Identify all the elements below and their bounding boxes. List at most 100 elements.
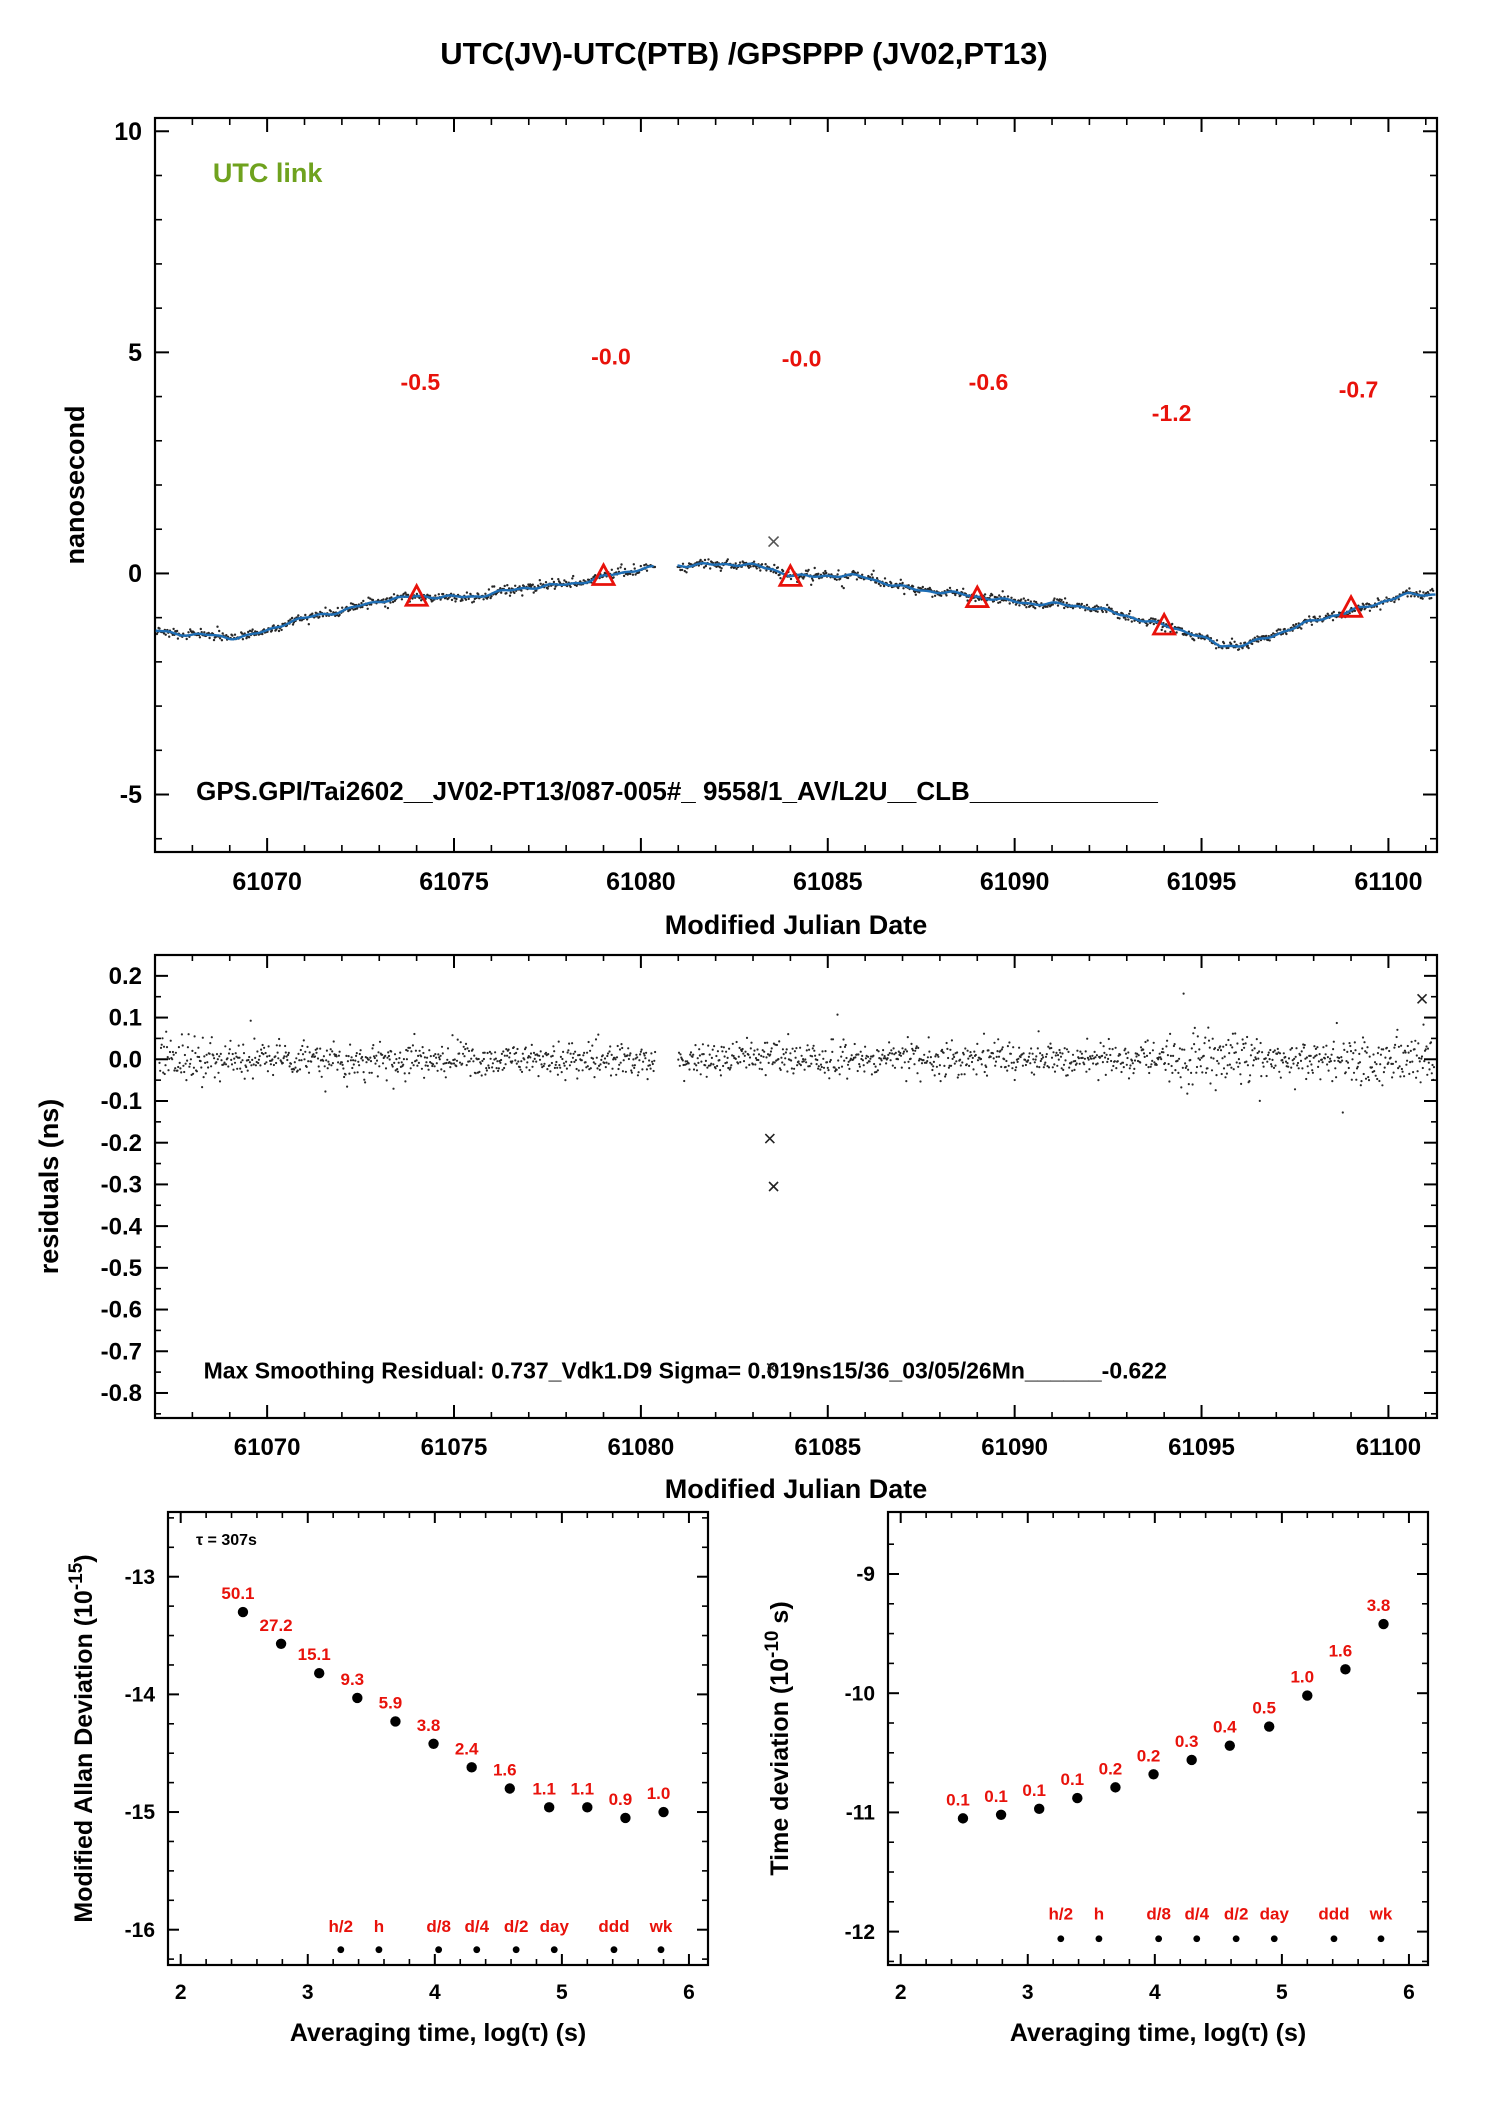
svg-text:4: 4 — [429, 1981, 441, 2004]
svg-text:0.1: 0.1 — [946, 1790, 970, 1809]
svg-text:1.1: 1.1 — [570, 1779, 594, 1798]
svg-text:-0.2: -0.2 — [101, 1130, 142, 1157]
svg-text:1.6: 1.6 — [1329, 1641, 1353, 1660]
svg-text:-0.4: -0.4 — [101, 1213, 143, 1240]
svg-text:-0.5: -0.5 — [401, 369, 441, 395]
svg-text:0: 0 — [128, 560, 142, 588]
svg-text:ddd: ddd — [1318, 1905, 1349, 1924]
svg-text:-0.7: -0.7 — [1339, 376, 1379, 402]
svg-text:-0.8: -0.8 — [101, 1380, 142, 1407]
svg-text:UTC link: UTC link — [213, 158, 323, 188]
svg-text:day: day — [1260, 1905, 1290, 1924]
svg-text:-0.6: -0.6 — [101, 1297, 142, 1324]
svg-text:d/2: d/2 — [504, 1917, 529, 1936]
svg-text:61080: 61080 — [606, 868, 676, 896]
svg-text:3: 3 — [302, 1981, 314, 2004]
svg-text:-0.1: -0.1 — [101, 1088, 142, 1115]
svg-text:61080: 61080 — [608, 1434, 675, 1461]
svg-text:-14: -14 — [125, 1684, 156, 1707]
svg-text:0.2: 0.2 — [109, 963, 142, 990]
svg-text:61090: 61090 — [980, 868, 1050, 896]
svg-text:0.2: 0.2 — [1099, 1759, 1123, 1778]
top-chart: 61070 61075 61080 61085 61090 61095 61100 -5 0 5 1… — [60, 116, 1439, 940]
svg-text:3.8: 3.8 — [417, 1716, 441, 1735]
page-title: UTC(JV)-UTC(PTB) /GPSPPP (JV02,PT13) — [440, 36, 1048, 71]
svg-text:d/8: d/8 — [1146, 1905, 1171, 1924]
svg-text:-0.5: -0.5 — [101, 1255, 142, 1282]
residuals-chart: 61070 61075 61080 61085 61090 61095 61100 0.2 0.… — [34, 953, 1439, 1504]
svg-text:h: h — [374, 1917, 384, 1936]
svg-text:h: h — [1094, 1905, 1104, 1924]
svg-text:Modified Julian Date: Modified Julian Date — [665, 1474, 928, 1504]
svg-text:5: 5 — [128, 339, 142, 367]
svg-text:0.2: 0.2 — [1137, 1746, 1161, 1765]
svg-text:-1.2: -1.2 — [1152, 400, 1192, 426]
svg-text:2: 2 — [895, 1981, 907, 2004]
svg-text:-9: -9 — [856, 1563, 875, 1586]
svg-text:2.4: 2.4 — [455, 1739, 479, 1758]
svg-text:0.1: 0.1 — [1022, 1781, 1046, 1800]
svg-text:Averaging time, log(τ) (s): Averaging time, log(τ) (s) — [1010, 2019, 1306, 2047]
svg-text:61100: 61100 — [1356, 1434, 1421, 1461]
svg-text:-15: -15 — [125, 1801, 156, 1824]
svg-text:nanosecond: nanosecond — [60, 405, 90, 564]
svg-text:5: 5 — [556, 1981, 568, 2004]
tdev-chart: 2 3 4 5 6 -12 -11 -10 -9 Averaging time, log(τ) (… — [762, 1510, 1430, 2047]
svg-text:-12: -12 — [845, 1921, 875, 1944]
svg-text:day: day — [540, 1917, 570, 1936]
svg-text:27.2: 27.2 — [260, 1616, 293, 1635]
svg-text:0.9: 0.9 — [609, 1790, 633, 1809]
svg-text:1.0: 1.0 — [647, 1784, 671, 1803]
svg-text:0.1: 0.1 — [109, 1005, 142, 1032]
svg-text:0.3: 0.3 — [1175, 1732, 1199, 1751]
svg-text:1.0: 1.0 — [1290, 1668, 1314, 1687]
svg-text:1.6: 1.6 — [493, 1761, 517, 1780]
svg-text:Modified Julian Date: Modified Julian Date — [665, 910, 928, 940]
svg-text:-11: -11 — [846, 1802, 876, 1825]
svg-text:-0.7: -0.7 — [101, 1338, 142, 1365]
svg-text:h/2: h/2 — [1049, 1905, 1074, 1924]
svg-text:5: 5 — [1276, 1981, 1288, 2004]
svg-text:9.3: 9.3 — [340, 1670, 364, 1689]
svg-text:GPS.GPI/Tai2602__JV02-PT13/087: GPS.GPI/Tai2602__JV02-PT13/087-005#_ 955… — [196, 776, 1158, 806]
svg-text:h/2: h/2 — [329, 1917, 354, 1936]
svg-text:10: 10 — [114, 118, 142, 146]
svg-text:-10: -10 — [845, 1682, 875, 1705]
svg-text:61075: 61075 — [421, 1434, 488, 1461]
svg-text:3: 3 — [1022, 1981, 1034, 2004]
svg-text:-0.0: -0.0 — [782, 345, 822, 371]
svg-text:61095: 61095 — [1168, 1434, 1235, 1461]
svg-text:-0.3: -0.3 — [101, 1172, 142, 1199]
mdev-chart: 2 3 4 5 6 -16 -15 -14 -13 Averaging time, log(τ) … — [66, 1510, 710, 2047]
svg-text:d/8: d/8 — [426, 1917, 451, 1936]
svg-text:-0.6: -0.6 — [969, 369, 1009, 395]
svg-text:-16: -16 — [125, 1919, 155, 1942]
svg-text:5.9: 5.9 — [379, 1693, 403, 1712]
svg-text:15.1: 15.1 — [298, 1645, 331, 1664]
svg-text:wk: wk — [649, 1917, 673, 1936]
svg-text:6: 6 — [683, 1981, 695, 2004]
svg-text:61100: 61100 — [1354, 868, 1422, 896]
svg-text:d/4: d/4 — [1184, 1905, 1209, 1924]
svg-text:3.8: 3.8 — [1367, 1596, 1391, 1615]
svg-text:0.5: 0.5 — [1252, 1699, 1276, 1718]
svg-text:ddd: ddd — [598, 1917, 629, 1936]
svg-text:61095: 61095 — [1167, 868, 1237, 896]
svg-text:61090: 61090 — [981, 1434, 1048, 1461]
svg-text:-13: -13 — [125, 1566, 155, 1589]
svg-text:61070: 61070 — [234, 1434, 301, 1461]
svg-text:d/2: d/2 — [1224, 1905, 1249, 1924]
svg-text:τ = 307s: τ = 307s — [196, 1532, 257, 1549]
svg-text:Time deviation (10-10 s): Time deviation (10-10 s) — [762, 1601, 794, 1875]
svg-text:0.1: 0.1 — [984, 1787, 1008, 1806]
svg-text:0.1: 0.1 — [1060, 1770, 1084, 1789]
svg-text:Averaging time, log(τ) (s): Averaging time, log(τ) (s) — [290, 2019, 586, 2047]
svg-text:0.0: 0.0 — [109, 1046, 142, 1073]
svg-text:-0.0: -0.0 — [591, 344, 631, 370]
svg-text:d/4: d/4 — [464, 1917, 489, 1936]
svg-text:61085: 61085 — [794, 1434, 861, 1461]
svg-text:2: 2 — [175, 1981, 187, 2004]
svg-text:0.4: 0.4 — [1213, 1718, 1237, 1737]
